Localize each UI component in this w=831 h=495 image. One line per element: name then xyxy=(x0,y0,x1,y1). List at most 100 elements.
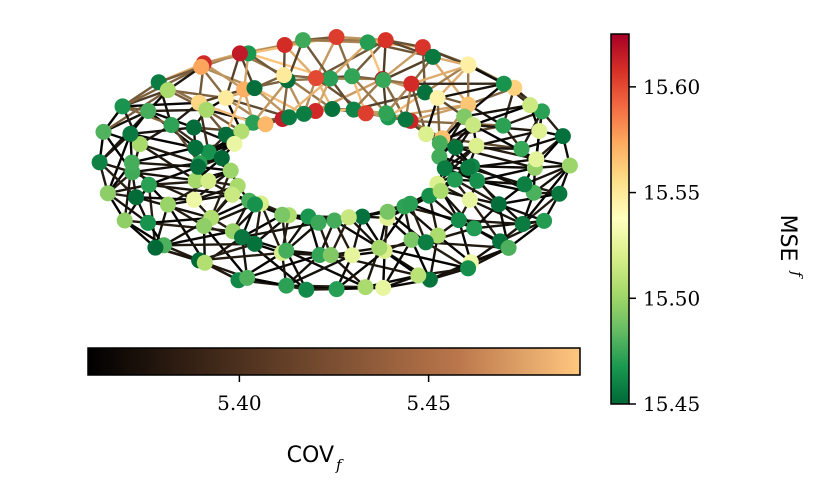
graph-node xyxy=(114,98,131,115)
graph-edge xyxy=(129,132,197,149)
node-colorbar-tick-label: 15.60 xyxy=(643,75,700,99)
graph-edge xyxy=(381,45,424,81)
graph-node xyxy=(308,70,324,87)
edge-colorbar-gradient xyxy=(87,347,581,376)
graph-edge xyxy=(410,64,470,86)
graph-edge xyxy=(335,249,386,291)
graph-node xyxy=(513,140,530,157)
graph-edge xyxy=(424,241,470,270)
graph-node xyxy=(446,171,463,188)
node-colorbar-label-subscript: f xyxy=(788,270,806,279)
graph-edge xyxy=(259,202,284,255)
graph-edge xyxy=(439,189,476,230)
graph-node xyxy=(410,267,427,284)
graph-edge xyxy=(476,166,537,183)
graph-node xyxy=(469,172,486,189)
graph-node xyxy=(224,186,241,203)
graph-node xyxy=(357,105,374,122)
graph-edge xyxy=(350,38,387,78)
graph-edge xyxy=(131,170,197,182)
graph-node xyxy=(536,212,553,229)
graph-edge xyxy=(436,82,505,100)
graph-node xyxy=(159,196,176,213)
graph-node xyxy=(198,101,215,118)
graph-edge xyxy=(253,86,306,116)
graph-node xyxy=(222,162,239,179)
graph-node xyxy=(274,206,291,223)
graph-node xyxy=(200,173,217,189)
graph-node xyxy=(185,119,202,136)
graph-edge xyxy=(470,164,537,170)
graph-node xyxy=(354,208,371,225)
graph-node xyxy=(122,125,139,142)
graph-node xyxy=(528,151,545,168)
graph-node xyxy=(345,101,362,118)
graph-node xyxy=(402,195,419,212)
graph-node xyxy=(213,150,230,167)
graph-node xyxy=(257,116,274,133)
graph-node xyxy=(554,128,571,145)
graph-edge xyxy=(468,198,524,226)
edge-colorbar-ticks: 5.40 5.45 xyxy=(217,375,451,415)
graph-node xyxy=(140,214,156,231)
node-colorbar-label: MSE xyxy=(775,215,800,262)
graph-edge xyxy=(329,41,369,80)
graph-node xyxy=(187,139,204,156)
graph-node xyxy=(465,117,482,133)
graph-edge xyxy=(147,165,200,187)
edge-colorbar: 5.40 5.45 COV f xyxy=(87,347,581,474)
edge-colorbar-tick-label: 5.40 xyxy=(217,391,262,415)
graph-edge xyxy=(378,246,470,270)
graph-node xyxy=(495,75,512,92)
graph-node xyxy=(429,90,446,106)
graph-node xyxy=(193,58,210,75)
graph-edge xyxy=(463,103,532,118)
graph-node xyxy=(247,196,263,213)
graph-node xyxy=(522,97,539,114)
graph-node xyxy=(324,101,341,117)
graph-edge xyxy=(130,161,200,169)
graph-edge xyxy=(209,169,232,220)
graph-node xyxy=(276,67,292,84)
graph-node xyxy=(418,126,435,143)
graph-edge xyxy=(121,101,201,108)
graph-node xyxy=(378,105,395,122)
graph-node xyxy=(344,68,360,85)
graph-node xyxy=(377,32,394,49)
graph-node xyxy=(340,209,357,226)
graph-node xyxy=(91,154,108,171)
graph-node xyxy=(131,136,148,153)
graph-node xyxy=(468,137,485,154)
graph-node xyxy=(190,158,207,175)
edge-colorbar-tick-label: 5.45 xyxy=(406,391,451,415)
graph-edge xyxy=(162,229,235,247)
graph-edge xyxy=(475,129,541,147)
edge-colorbar-label-subscript: f xyxy=(335,456,344,474)
node-colorbar-ticks: 15.45 15.50 15.55 15.60 xyxy=(629,75,700,416)
graph-node xyxy=(514,216,531,232)
graph-node xyxy=(534,103,550,120)
graph-edge xyxy=(382,238,413,290)
graph-node xyxy=(217,90,234,107)
graph-node xyxy=(417,234,434,251)
graph-node xyxy=(460,260,477,277)
graph-node xyxy=(186,191,203,208)
graph-node xyxy=(128,189,145,206)
graph-node xyxy=(561,157,578,174)
graph-edge xyxy=(202,62,246,91)
graph-nodes xyxy=(91,29,578,298)
graph-node xyxy=(429,227,446,244)
graph-node xyxy=(226,135,243,152)
graph-node xyxy=(344,247,361,264)
graph-node xyxy=(460,159,477,176)
graph-node xyxy=(431,135,448,152)
graph-node xyxy=(379,203,396,220)
graph-edge xyxy=(453,178,500,206)
graph-edge xyxy=(98,161,138,199)
graph-node xyxy=(328,29,345,45)
graph-edge xyxy=(138,142,197,182)
graph-edge xyxy=(197,251,284,262)
graph-edge xyxy=(131,161,201,174)
graph-edge xyxy=(521,164,572,226)
graph-node xyxy=(371,239,388,256)
